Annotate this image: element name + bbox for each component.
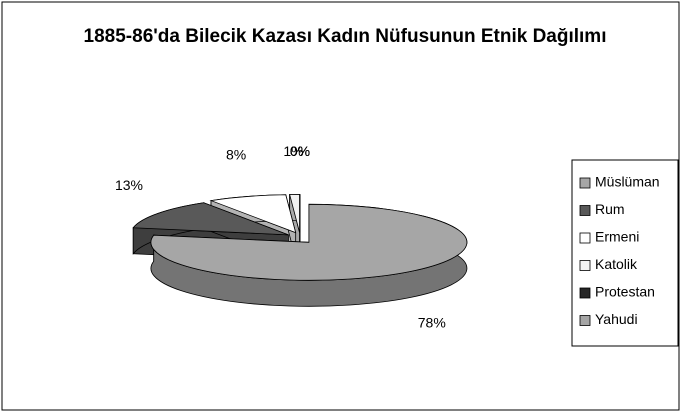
data-label: 78% [418,315,446,331]
slice [289,194,300,233]
slice [132,202,289,236]
slice [209,194,297,234]
legend-label: Müslüman [595,174,660,190]
legend-box [571,159,679,347]
legend-swatch [579,287,591,299]
data-label: 0% [290,143,310,159]
legend-swatch [579,205,591,216]
data-label: 8% [226,147,246,163]
legend-swatch [579,232,591,244]
legend-swatch [579,315,591,326]
legend-swatch [579,260,591,271]
legend-label: Yahudi [595,311,638,327]
legend-label: Rum [595,201,625,217]
legend-swatch [579,177,591,189]
data-label: 1% [283,143,303,159]
chart-title: 1885-86'da Bilecik Kazası Kadın Nüfusunu… [83,26,607,47]
legend-label: Ermeni [595,229,639,245]
legend-label: Katolik [595,256,638,272]
data-label: 13% [115,177,143,193]
slice [150,203,468,281]
data-label: 0% [290,143,310,159]
legend-label: Protestan [595,284,655,300]
